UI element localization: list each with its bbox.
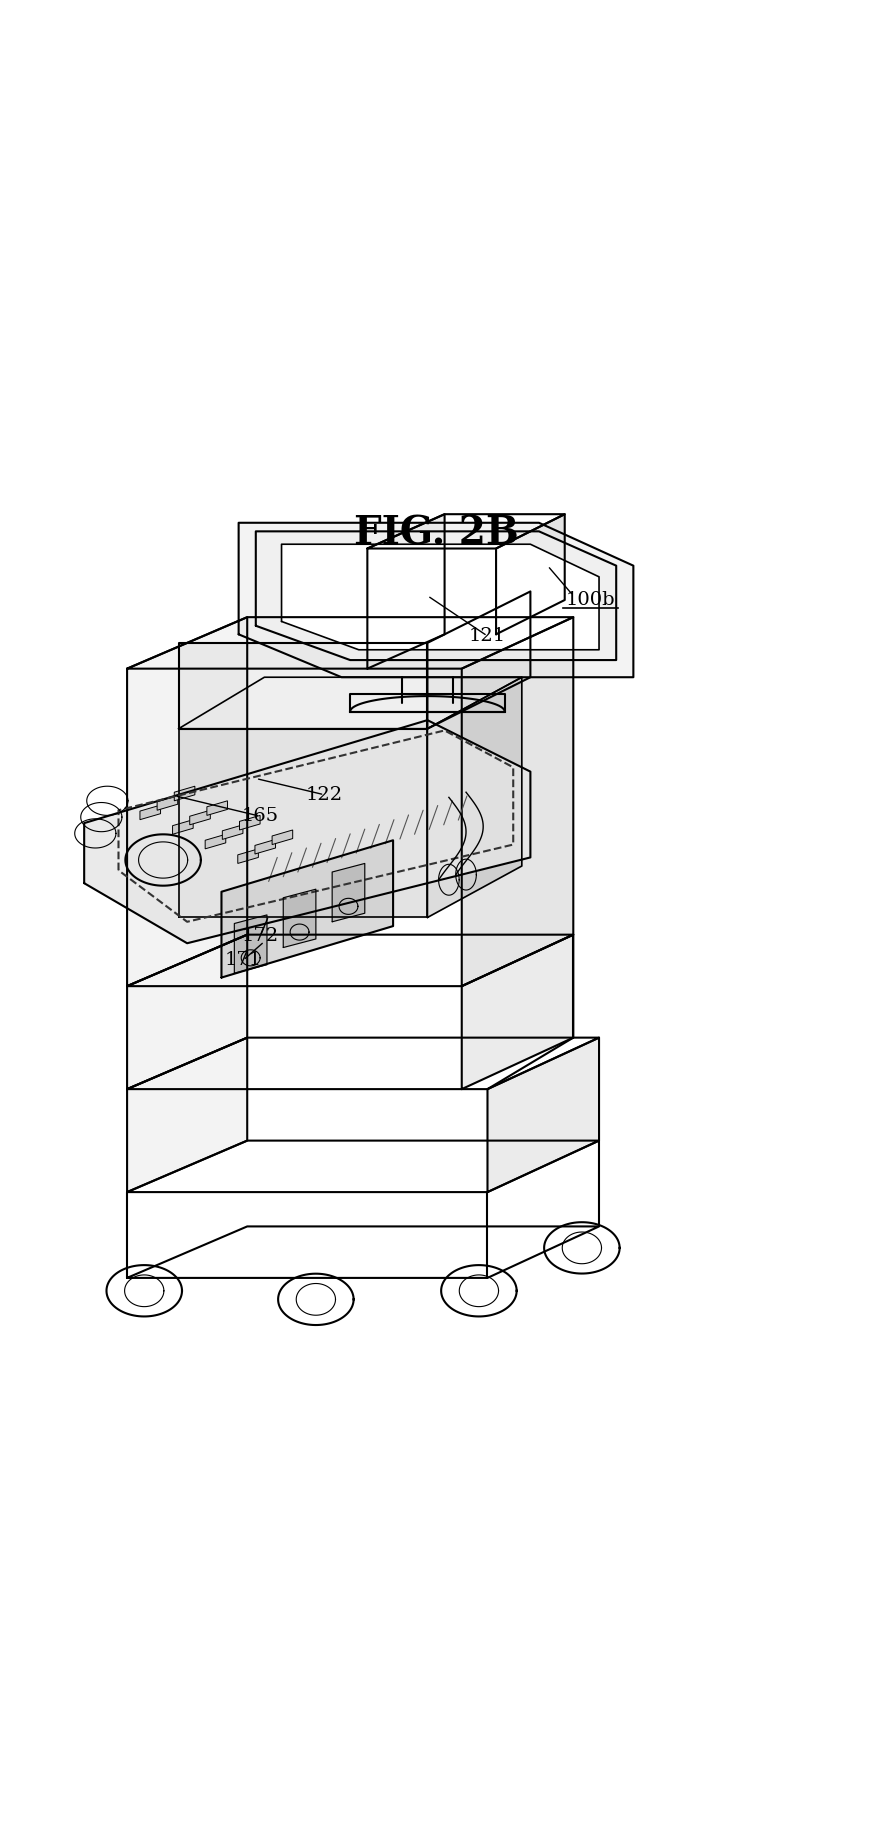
- Polygon shape: [496, 514, 565, 635]
- Polygon shape: [239, 523, 633, 677]
- Polygon shape: [205, 835, 226, 850]
- Text: 165: 165: [242, 807, 279, 826]
- Polygon shape: [179, 642, 427, 728]
- Polygon shape: [127, 1037, 248, 1193]
- Text: 121: 121: [469, 628, 506, 646]
- Polygon shape: [173, 820, 194, 835]
- Polygon shape: [462, 934, 573, 1090]
- Polygon shape: [332, 864, 364, 921]
- Text: 172: 172: [242, 927, 279, 945]
- Polygon shape: [282, 545, 599, 650]
- Polygon shape: [255, 839, 276, 853]
- Polygon shape: [179, 728, 427, 918]
- Text: FIG. 2B: FIG. 2B: [354, 514, 518, 552]
- Polygon shape: [127, 617, 573, 668]
- Polygon shape: [283, 890, 316, 947]
- Polygon shape: [240, 815, 260, 829]
- Polygon shape: [207, 800, 228, 815]
- Polygon shape: [222, 824, 243, 839]
- Polygon shape: [127, 617, 248, 985]
- Polygon shape: [127, 934, 248, 1090]
- Polygon shape: [174, 785, 194, 800]
- Polygon shape: [238, 850, 258, 864]
- Polygon shape: [221, 840, 393, 978]
- Polygon shape: [367, 514, 445, 668]
- Polygon shape: [140, 806, 160, 820]
- Polygon shape: [190, 811, 210, 824]
- Text: 122: 122: [306, 785, 343, 804]
- Polygon shape: [427, 591, 530, 728]
- Text: 100b: 100b: [566, 591, 616, 609]
- Polygon shape: [255, 532, 617, 661]
- Polygon shape: [272, 829, 293, 844]
- Polygon shape: [427, 677, 521, 918]
- Polygon shape: [157, 796, 178, 811]
- Polygon shape: [85, 719, 530, 943]
- Polygon shape: [235, 916, 267, 973]
- Polygon shape: [487, 1037, 599, 1193]
- Polygon shape: [462, 617, 573, 985]
- Text: 171: 171: [224, 951, 262, 969]
